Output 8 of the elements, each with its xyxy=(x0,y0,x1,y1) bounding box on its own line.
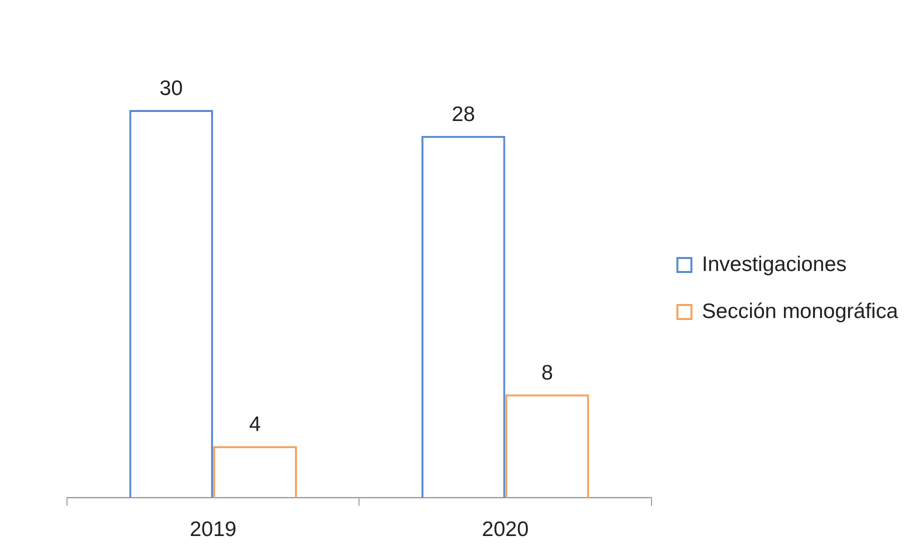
data-label: 8 xyxy=(541,361,554,384)
x-tick-label: 2020 xyxy=(482,518,529,542)
data-label: 30 xyxy=(159,77,183,100)
legend-label: Investigaciones xyxy=(702,252,847,276)
x-tick-label: 2019 xyxy=(190,518,236,542)
legend-label: Sección monográfica xyxy=(702,300,898,323)
data-label: 28 xyxy=(452,102,476,126)
data-label: 4 xyxy=(249,413,262,436)
